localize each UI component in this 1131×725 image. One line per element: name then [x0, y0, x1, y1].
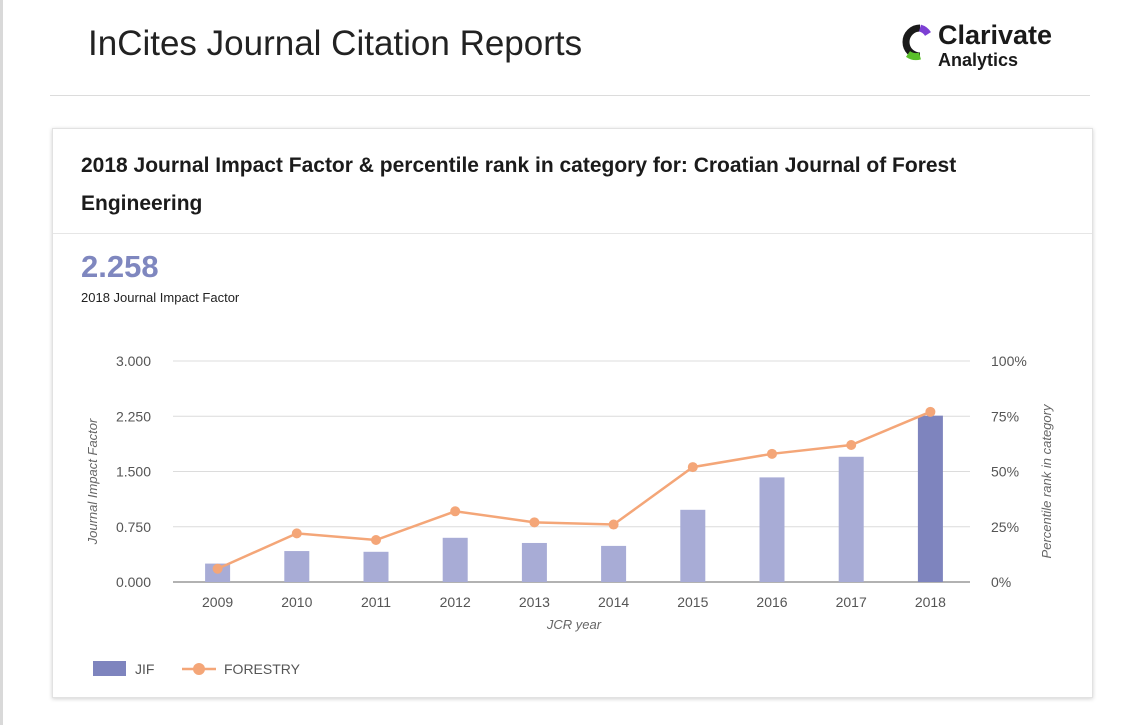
legend-jif-label[interactable]: JIF: [135, 661, 154, 677]
point-forestry-2010[interactable]: [291, 528, 302, 539]
x-tick-label: 2013: [519, 594, 550, 610]
clarivate-logo-icon: [902, 24, 931, 61]
point-forestry-2017[interactable]: [846, 439, 857, 450]
y2-tick-label: 50%: [991, 464, 1019, 480]
forestry-series-line: [217, 410, 931, 570]
point-forestry-2012[interactable]: [450, 506, 461, 517]
x-tick-label: 2014: [598, 594, 629, 610]
chart-legend: JIF FORESTRY: [93, 661, 301, 677]
y2-tick-label: 100%: [991, 353, 1027, 369]
header-divider: [50, 95, 1090, 96]
bar-jif-2013[interactable]: [521, 542, 547, 582]
y2-axis-title: Percentile rank in category: [1039, 403, 1054, 558]
y-tick-label: 3.000: [116, 353, 151, 369]
bar-jif-2011[interactable]: [363, 551, 389, 582]
page-title: InCites Journal Citation Reports: [88, 24, 583, 63]
bar-jif-2016[interactable]: [759, 477, 785, 582]
bar-jif-2017[interactable]: [838, 456, 864, 582]
x-tick-label: 2017: [836, 594, 867, 610]
legend-jif-swatch[interactable]: [93, 661, 126, 676]
x-axis-title: JCR year: [546, 617, 602, 632]
y2-tick-labels: 0% 25% 50% 75% 100%: [991, 353, 1027, 590]
jif-chart: 2009 2010 2011 2012 2013 2014 2015 2016 2017 2018…: [85, 353, 1054, 677]
bar-jif-2010[interactable]: [284, 551, 310, 582]
jif-label: 2018 Journal Impact Factor: [81, 290, 240, 305]
jif-value: 2.258: [81, 249, 159, 284]
bar-jif-2012[interactable]: [442, 537, 468, 582]
legend-forestry-label[interactable]: FORESTRY: [224, 661, 301, 677]
x-tick-label: 2016: [756, 594, 787, 610]
y-tick-label: 2.250: [116, 408, 151, 424]
y2-tick-label: 25%: [991, 519, 1019, 535]
bar-jif-2014[interactable]: [601, 545, 627, 582]
y2-tick-label: 0%: [991, 574, 1011, 590]
x-tick-label: 2012: [440, 594, 471, 610]
point-forestry-2015[interactable]: [687, 462, 698, 473]
y-tick-label: 0.000: [116, 574, 151, 590]
x-tick-labels: 2009 2010 2011 2012 2013 2014 2015 2016 2017 2018: [202, 594, 946, 610]
clarivate-logo[interactable]: Clarivate Analytics: [898, 18, 1068, 74]
y-tick-label: 0.750: [116, 519, 151, 535]
logo-subtitle: Analytics: [938, 50, 1019, 70]
bar-jif-2018[interactable]: [917, 415, 943, 582]
point-forestry-2014[interactable]: [608, 519, 619, 530]
logo-wordmark: Clarivate: [938, 20, 1053, 50]
x-tick-label: 2010: [281, 594, 312, 610]
point-forestry-2011[interactable]: [371, 535, 381, 546]
jif-card: 2018 Journal Impact Factor & percentile …: [52, 128, 1093, 698]
forestry-line: [212, 406, 936, 574]
x-tick-label: 2018: [915, 594, 946, 610]
x-tick-label: 2009: [202, 594, 233, 610]
card-title: 2018 Journal Impact Factor & percentile …: [81, 154, 957, 215]
x-tick-label: 2011: [361, 594, 391, 610]
y-tick-labels: 0.000 0.750 1.500 2.250 3.000: [116, 353, 151, 590]
point-forestry-2018[interactable]: [925, 406, 936, 417]
x-tick-label: 2015: [677, 594, 708, 610]
y-tick-label: 1.500: [116, 464, 151, 480]
y2-tick-label: 75%: [991, 408, 1019, 424]
card-divider: [53, 233, 1092, 234]
point-forestry-2009[interactable]: [212, 563, 223, 574]
y-axis-title: Journal Impact Factor: [85, 418, 100, 545]
point-forestry-2016[interactable]: [767, 448, 777, 459]
window-left-border: [0, 0, 3, 725]
jif-bars: [205, 415, 943, 582]
point-forestry-2013[interactable]: [529, 517, 540, 528]
legend-forestry-marker[interactable]: [193, 663, 205, 675]
bar-jif-2015[interactable]: [680, 509, 706, 582]
